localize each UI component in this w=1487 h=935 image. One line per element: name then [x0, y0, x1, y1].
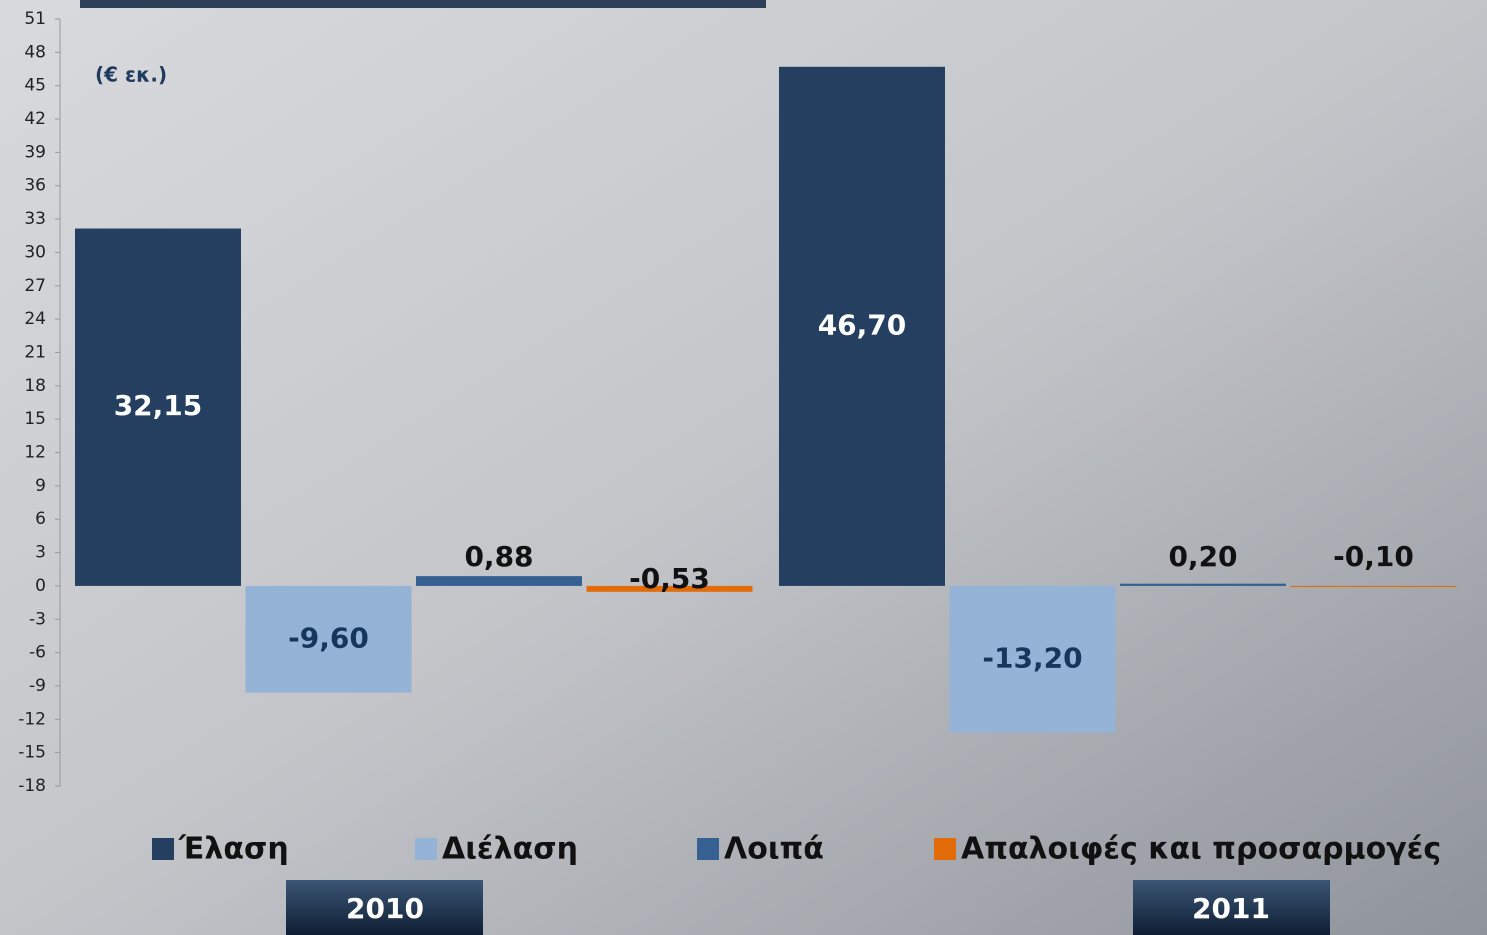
y-tick-label: 30 — [24, 242, 46, 262]
bar — [75, 228, 241, 586]
y-tick-label: 51 — [24, 9, 46, 29]
x-tick-label: 2010 — [346, 892, 424, 925]
y-tick-label: 42 — [24, 109, 46, 129]
data-label: 0,88 — [464, 540, 533, 573]
bar — [1290, 585, 1457, 588]
y-tick-label: 6 — [35, 509, 46, 529]
legend-label: Διέλαση — [442, 832, 578, 867]
y-tick-label: 48 — [24, 42, 46, 62]
bar — [586, 585, 753, 592]
legend-label: Έλαση — [178, 832, 289, 867]
bar — [779, 66, 945, 586]
y-tick-label: 33 — [24, 209, 46, 229]
y-tick-label: 12 — [24, 443, 46, 463]
legend-label: Λοιπά — [724, 832, 824, 867]
y-tick-label: 24 — [24, 309, 46, 329]
legend-swatch — [152, 838, 174, 860]
data-label: 46,70 — [818, 308, 907, 341]
y-tick-label: 15 — [24, 409, 46, 429]
y-tick-label: -9 — [29, 676, 46, 696]
y-tick-label: -3 — [29, 609, 46, 629]
data-label: -0,10 — [1333, 540, 1414, 573]
legend-swatch — [934, 838, 956, 860]
data-label: -0,53 — [629, 562, 710, 595]
bar — [416, 576, 582, 586]
legend-swatch — [697, 838, 719, 860]
y-tick-label: -12 — [18, 709, 46, 729]
y-tick-label: -15 — [18, 743, 46, 763]
bar — [245, 585, 412, 693]
y-tick-label: 3 — [35, 543, 46, 563]
x-tick-label: 2011 — [1192, 892, 1270, 925]
y-tick-label: 0 — [35, 576, 46, 596]
y-tick-label: 45 — [24, 76, 46, 96]
bar — [949, 585, 1116, 733]
y-tick-label: -18 — [18, 776, 46, 796]
data-label: -9,60 — [288, 621, 369, 654]
y-tick-label: 27 — [24, 276, 46, 296]
top-bar — [80, 0, 766, 8]
y-tick-label: 9 — [35, 476, 46, 496]
y-tick-label: -6 — [29, 643, 46, 663]
year-box — [286, 880, 483, 935]
y-tick-label: 36 — [24, 176, 46, 196]
y-tick-label: 21 — [24, 342, 46, 362]
data-label: -13,20 — [982, 641, 1082, 674]
data-label: 32,15 — [114, 389, 203, 422]
year-box — [1133, 880, 1330, 935]
y-tick-label: 39 — [24, 142, 46, 162]
legend-swatch — [415, 838, 437, 860]
data-label: 0,20 — [1168, 540, 1237, 573]
legend-label: Απαλοιφές και προσαρμογές — [961, 832, 1441, 867]
y-tick-label: 18 — [24, 376, 46, 396]
unit-label: (€ εκ.) — [95, 63, 167, 87]
bar — [1120, 583, 1286, 586]
